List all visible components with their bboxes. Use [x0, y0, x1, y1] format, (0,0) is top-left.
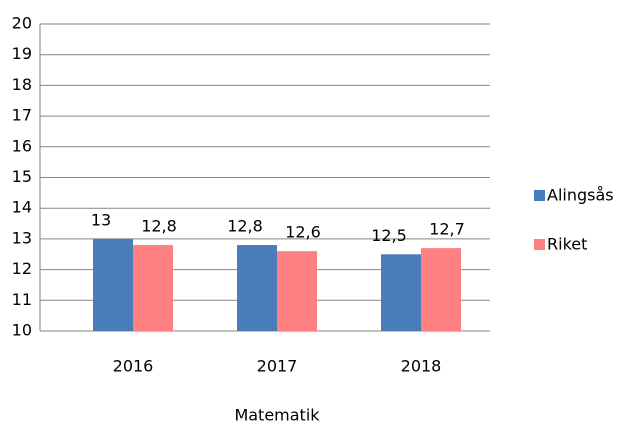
x-tick-label: 2016 — [113, 357, 154, 376]
y-tick-label: 12 — [12, 259, 32, 278]
y-tick-label: 10 — [12, 321, 32, 340]
bar — [133, 245, 173, 331]
y-tick-label: 11 — [12, 290, 32, 309]
legend-label: Alingsås — [547, 186, 614, 205]
bar — [277, 251, 317, 331]
y-tick-label: 15 — [12, 167, 32, 186]
y-tick-label: 17 — [12, 106, 32, 125]
x-tick-label: 2018 — [401, 357, 442, 376]
x-axis-label: Matematik — [234, 406, 320, 425]
value-label: 13 — [91, 210, 111, 229]
bar — [381, 254, 421, 331]
y-tick-label: 16 — [12, 136, 32, 155]
x-tick-label: 2017 — [257, 357, 298, 376]
value-label: 12,6 — [285, 223, 321, 242]
y-tick-label: 20 — [12, 14, 32, 33]
value-label: 12,5 — [371, 226, 407, 245]
y-tick-label: 19 — [12, 44, 32, 63]
legend-swatch — [534, 239, 545, 250]
legend-label: Riket — [547, 235, 587, 254]
value-label: 12,8 — [227, 217, 263, 236]
value-label: 12,7 — [429, 220, 465, 239]
y-tick-label: 13 — [12, 228, 32, 247]
bar — [93, 238, 133, 331]
y-tick-label: 14 — [12, 198, 32, 217]
legend-swatch — [534, 190, 545, 201]
bar — [421, 248, 461, 331]
bar — [237, 245, 277, 331]
y-tick-label: 18 — [12, 75, 32, 94]
value-label: 12,8 — [141, 217, 177, 236]
